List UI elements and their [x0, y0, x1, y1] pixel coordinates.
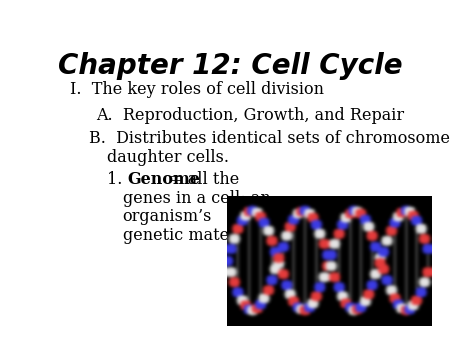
Text: daughter cells.: daughter cells. — [107, 149, 229, 166]
Text: genetic material: genetic material — [122, 227, 256, 244]
Text: Genome: Genome — [127, 171, 200, 188]
Text: 1.: 1. — [107, 171, 132, 188]
Text: organism’s: organism’s — [122, 209, 212, 225]
Text: I.  The key roles of cell division: I. The key roles of cell division — [70, 81, 324, 98]
Text: Chapter 12: Cell Cycle: Chapter 12: Cell Cycle — [58, 52, 403, 80]
Text: genes in a cell; an: genes in a cell; an — [122, 190, 270, 207]
Text: = all the: = all the — [164, 171, 239, 188]
Text: B.  Distributes identical sets of chromosomes to: B. Distributes identical sets of chromos… — [90, 130, 450, 147]
Text: A.  Reproduction, Growth, and Repair: A. Reproduction, Growth, and Repair — [96, 107, 405, 124]
